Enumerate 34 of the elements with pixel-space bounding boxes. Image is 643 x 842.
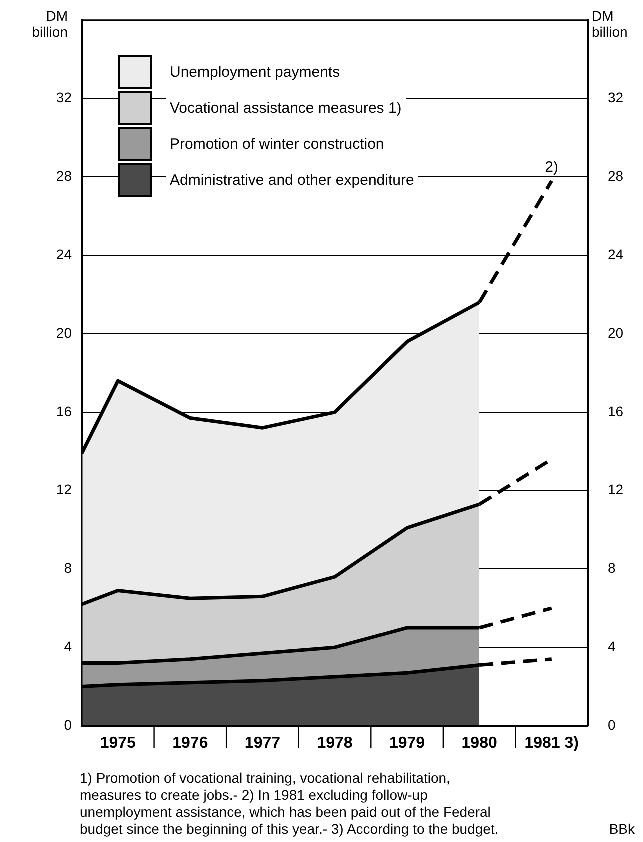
- x-tick-label: 1977: [244, 735, 281, 752]
- y-axis-title: DM billion: [31, 8, 68, 40]
- y-tick-label: 8: [64, 560, 72, 576]
- y2-tick-label: 20: [608, 324, 624, 341]
- legend-label: Vocational assistance measures 1): [166, 98, 406, 118]
- y2-tick-label: 4: [608, 638, 616, 654]
- legend-label: Promotion of winter construction: [166, 134, 388, 154]
- x-tick-label: 1980: [462, 735, 498, 752]
- x-tick-label: 1981 3): [524, 735, 579, 752]
- y2-tick-label: 8: [608, 560, 616, 576]
- legend-label: Unemployment payments: [166, 62, 344, 82]
- y2-tick-label: 16: [608, 403, 624, 420]
- y2-tick-label: 32: [608, 90, 624, 106]
- y-tick-label: 20: [56, 324, 72, 341]
- y-tick-label: 32: [56, 90, 72, 106]
- x-tick-label: 1979: [389, 735, 426, 752]
- text: 1) Promotion of vocational training, vocational rehabilitation, measures to create jobs.- 2) In 1981 excluding follow-up unemployment assistance, which has been paid out of the Federal budget since the beginning of this year.- 3) According to the budget.: [80, 770, 500, 838]
- y2-axis-title: DM billion: [592, 8, 629, 40]
- annotation: 2): [545, 158, 559, 176]
- x-tick-label: 1976: [172, 735, 208, 752]
- y-tick-label: 0: [64, 716, 72, 733]
- x-tick-label: 1975: [100, 735, 136, 752]
- y-tick-label: 28: [56, 168, 72, 184]
- x-tick-label: 1978: [317, 735, 353, 752]
- y2-tick-label: 28: [608, 168, 624, 184]
- y2-tick-label: 12: [608, 482, 624, 498]
- text: BBk: [609, 821, 635, 838]
- y2-tick-label: 24: [608, 246, 624, 262]
- y-tick-label: 16: [56, 403, 72, 420]
- y-tick-label: 4: [64, 638, 72, 654]
- legend-label: Administrative and other expenditure: [166, 170, 418, 190]
- y-tick-label: 12: [56, 482, 72, 498]
- y-tick-label: 24: [56, 246, 72, 262]
- y2-tick-label: 0: [608, 716, 616, 733]
